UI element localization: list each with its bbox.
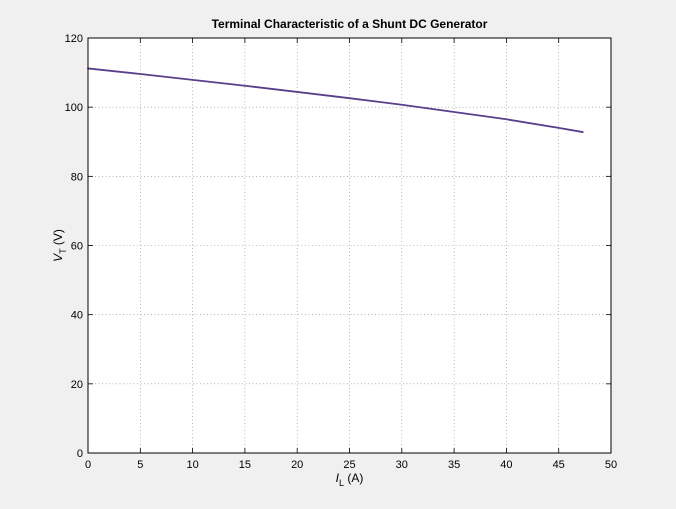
series-line [87,67,584,133]
chart-title: Terminal Characteristic of a Shunt DC Ge… [212,17,488,31]
y-tick-label: 40 [71,310,83,322]
y-tick-label: 60 [71,241,83,253]
y-tick-label: 0 [77,448,83,460]
x-tick-label: 15 [239,459,251,471]
series-layer [87,67,584,133]
x-tick-label: 30 [396,459,408,471]
x-tick-label: 0 [85,459,91,471]
x-tick-label: 40 [500,459,512,471]
x-axis-label-unit: (A) [344,471,363,485]
tick-labels: 0 5 10 15 20 25 30 35 40 45 50 0 20 40 60 80 100 120 [65,33,617,471]
y-axis-label-sub: T [58,248,68,254]
x-tick-label: 45 [553,459,565,471]
grid [88,38,611,453]
y-tick-label: 100 [65,102,83,114]
x-tick-label: 50 [605,459,617,471]
y-tick-label: 80 [71,171,83,183]
x-axis-label: IL (A) [336,471,364,488]
x-axis-label-main: I [336,471,340,485]
y-axis-label-main: V [51,253,65,262]
y-axis-label-unit: (V) [51,229,65,248]
ticks [87,37,612,454]
x-tick-label: 20 [291,459,303,471]
x-axis-label-sub: L [339,478,344,488]
x-tick-label: 35 [448,459,460,471]
y-tick-label: 20 [71,379,83,391]
x-tick-label: 25 [343,459,355,471]
x-tick-label: 5 [137,459,143,471]
y-axis-label: VT (V) [51,229,68,262]
x-tick-label: 10 [186,459,198,471]
y-tick-label: 120 [65,33,83,45]
